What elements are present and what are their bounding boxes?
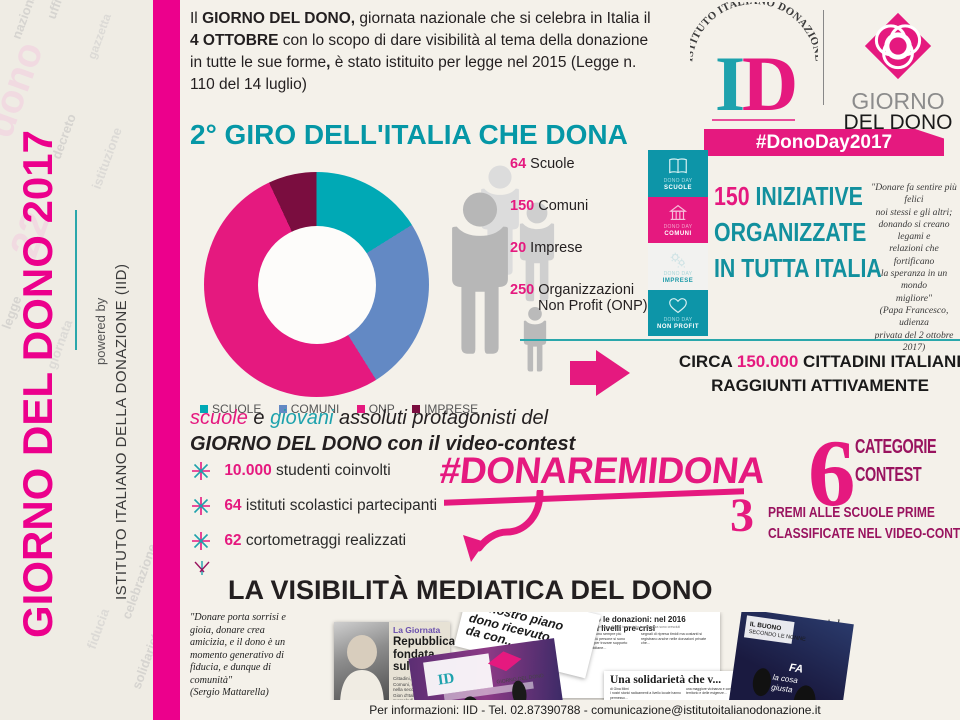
svg-text:istituzione: istituzione bbox=[89, 125, 125, 191]
svg-text:D: D bbox=[742, 40, 798, 122]
svg-text:ID: ID bbox=[437, 670, 456, 688]
svg-text:ufficiale: ufficiale bbox=[44, 0, 75, 21]
svg-text:fiducia: fiducia bbox=[84, 606, 113, 651]
svg-text:I: I bbox=[715, 40, 745, 122]
svg-text:dono: dono bbox=[0, 36, 52, 143]
svg-text:gazzetta: gazzetta bbox=[85, 11, 114, 61]
svg-text:FA: FA bbox=[788, 662, 804, 676]
svg-text:giusta: giusta bbox=[771, 683, 794, 695]
svg-text:nazionale: nazionale bbox=[9, 0, 43, 41]
